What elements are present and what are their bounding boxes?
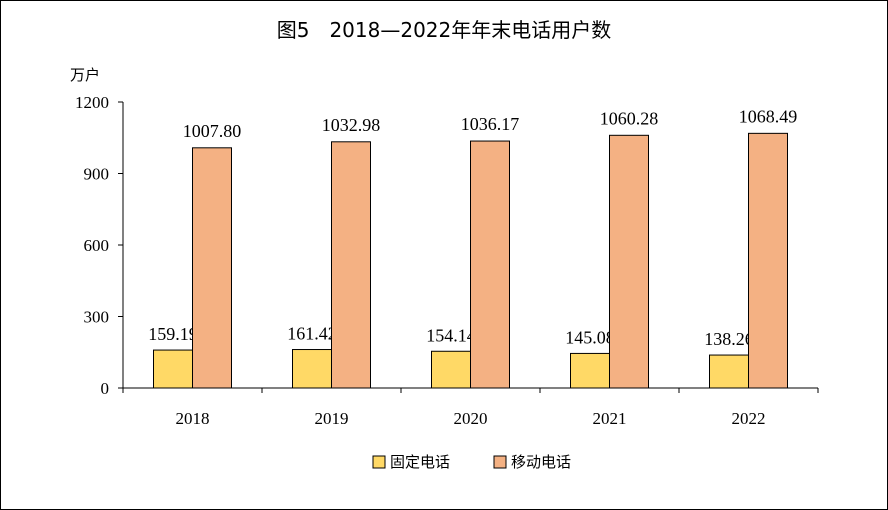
x-tick-label: 2020 [454,409,488,428]
data-label-fixed-phone: 159.19 [148,324,198,344]
x-tick-label: 2022 [732,409,766,428]
bar-mobile-phone [470,140,510,389]
bar-mobile-phone [609,134,649,389]
bar-mobile-phone [192,147,232,389]
y-tick-label: 300 [84,308,110,327]
chart-title: 图5 2018—2022年年末电话用户数 [276,18,612,42]
legend-swatch [372,455,386,469]
data-label-mobile-phone: 1032.98 [322,115,381,135]
data-label-mobile-phone: 1036.17 [461,114,520,134]
y-tick-label: 900 [84,165,110,184]
bar-fixed-phone [153,349,193,389]
x-tick-label: 2021 [593,409,627,428]
data-label-fixed-phone: 154.14 [426,325,476,345]
bar-fixed-phone [570,352,610,389]
legend-label: 移动电话 [511,453,571,471]
data-label-mobile-phone: 1068.49 [739,106,798,126]
x-tick-label: 2019 [315,409,349,428]
y-tick-label: 0 [101,379,110,398]
data-label-mobile-phone: 1007.80 [183,121,242,141]
y-tick-label: 600 [84,236,110,255]
bar-fixed-phone [431,350,471,389]
data-label-fixed-phone: 161.42 [287,324,337,344]
bar-mobile-phone [331,141,371,389]
x-tick-label: 2018 [176,409,210,428]
legend-swatch [493,455,507,469]
data-label-fixed-phone: 145.08 [565,327,615,347]
data-label-fixed-phone: 138.26 [704,329,754,349]
y-axis-unit-label: 万户 [70,66,101,84]
bar-mobile-phone [748,132,788,389]
legend-label: 固定电话 [390,453,450,471]
bar-fixed-phone [709,354,749,389]
bar-fixed-phone [292,349,332,389]
y-tick-label: 1200 [75,93,109,112]
data-label-mobile-phone: 1060.28 [600,108,659,128]
